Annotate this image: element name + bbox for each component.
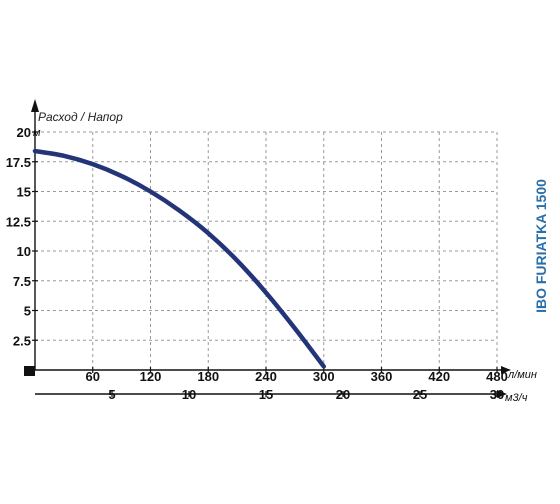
x-tick-label-5: 360 (371, 369, 393, 384)
chart-axes (24, 99, 511, 398)
y-axis-arrow (31, 99, 39, 112)
y-tick-label-5: 15 (17, 185, 31, 200)
pump-model-title: IBO FURIATKA 1500 (533, 179, 549, 313)
origin-marker (24, 366, 35, 376)
x-tick-labels: 60 120 180 240 300 360 420 480 (86, 369, 508, 384)
x2-tick-label-3: 20 (336, 387, 350, 402)
x2-tick-label-5: 30 (490, 387, 504, 402)
x-tick-label-6: 420 (428, 369, 450, 384)
x2-tick-label-0: 5 (108, 387, 115, 402)
x-tick-label-2: 180 (197, 369, 219, 384)
y-tick-label-2: 7.5 (13, 274, 31, 289)
x-tick-label-0: 60 (86, 369, 100, 384)
x-tick-label-4: 300 (313, 369, 335, 384)
y-tick-label-0: 2.5 (13, 333, 31, 348)
x2-tick-label-4: 25 (413, 387, 427, 402)
x2-unit-label: м3/ч (505, 392, 528, 404)
x-tick-label-1: 120 (140, 369, 162, 384)
x2-tick-labels: 5 10 15 20 25 30 (108, 387, 504, 402)
y-tick-label-3: 10 (17, 244, 31, 259)
y-tick-labels: 2.5 5 7.5 10 12.5 15 17.5 20 (6, 125, 31, 348)
x2-axis-arrow (497, 390, 507, 398)
x2-tick-label-2: 15 (259, 387, 273, 402)
y-tick-label-7: 20 (17, 125, 31, 140)
x-tick-label-7: 480 (486, 369, 508, 384)
x-axis-arrow (501, 366, 511, 374)
chart-grid (35, 131, 498, 370)
y-axis-label: Расход / Напор (38, 110, 123, 124)
y-tick-label-6: 17.5 (6, 155, 31, 170)
x-unit-label: л/мин (507, 369, 537, 381)
y-tick-label-1: 5 (24, 304, 31, 319)
y-tick-label-4: 12.5 (6, 214, 31, 229)
x2-tick-label-1: 10 (182, 387, 196, 402)
y-unit-label: м (33, 127, 41, 139)
x-tick-label-3: 240 (255, 369, 277, 384)
series-curve (32, 148, 326, 369)
